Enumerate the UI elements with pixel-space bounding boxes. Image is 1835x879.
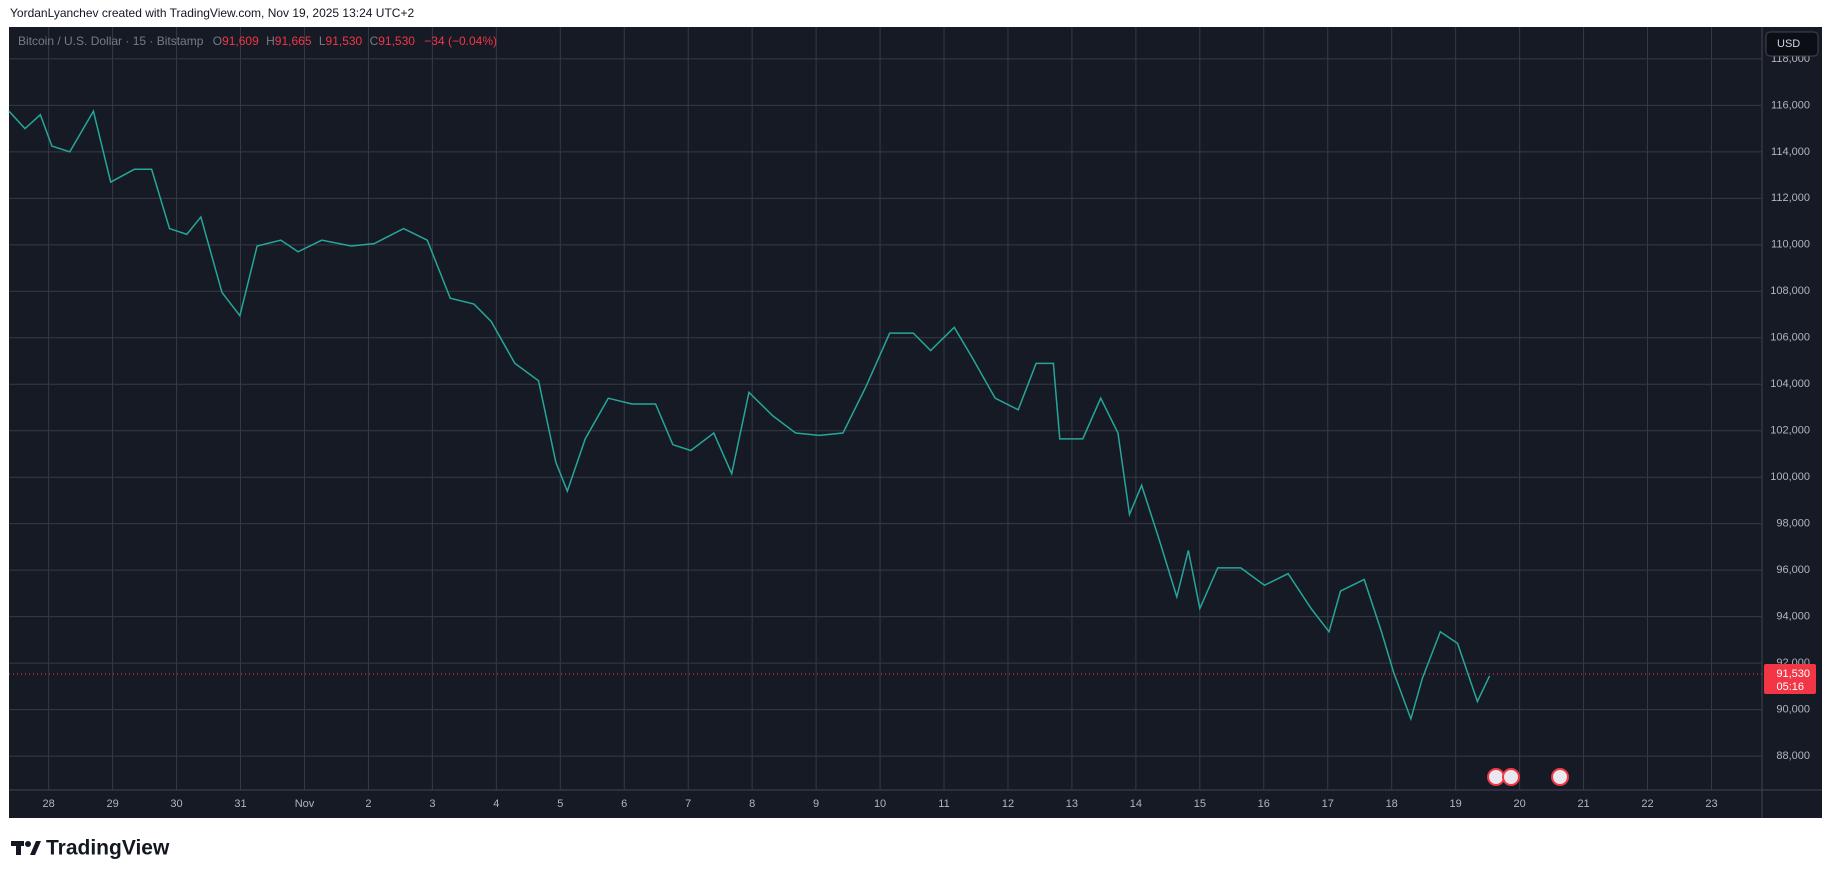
x-tick-label: 20 [1513, 798, 1525, 810]
x-tick-label: 16 [1258, 798, 1270, 810]
y-tick-label: 104,000 [1770, 378, 1810, 390]
legend-key: C [370, 34, 379, 48]
x-tick-label: 2 [365, 798, 371, 810]
legend-value: 91,609 [222, 34, 259, 48]
x-tick-label: 19 [1450, 798, 1462, 810]
y-tick-label: 88,000 [1776, 750, 1810, 762]
x-tick-label: 29 [106, 798, 118, 810]
y-tick-label: 90,000 [1776, 703, 1810, 715]
y-tick-label: 110,000 [1771, 239, 1810, 251]
event-icons[interactable] [1487, 768, 1569, 786]
legend-value: 91,530 [326, 34, 363, 48]
y-tick-label: 114,000 [1771, 146, 1810, 158]
y-tick-label: 94,000 [1776, 611, 1810, 623]
x-tick-label: 4 [493, 798, 499, 810]
x-tick-label: 11 [938, 798, 949, 810]
y-tick-label: 106,000 [1770, 332, 1810, 344]
x-tick-label: 17 [1322, 798, 1334, 810]
legend: Bitcoin / U.S. Dollar · 15 · Bitstamp O9… [18, 34, 497, 48]
x-tick-label: 3 [429, 798, 435, 810]
x-tick-label: 10 [874, 798, 886, 810]
x-tick-label: Nov [295, 798, 315, 810]
x-tick-label: 5 [557, 798, 563, 810]
x-tick-label: 8 [749, 798, 755, 810]
x-tick-label: 30 [170, 798, 182, 810]
legend-key: H [266, 34, 275, 48]
x-tick-label: 18 [1386, 798, 1398, 810]
last-price-label: 91,530 [1776, 668, 1810, 680]
y-tick-label: 98,000 [1776, 518, 1810, 530]
legend-value: 91,665 [275, 34, 312, 48]
y-tick-label: 116,000 [1771, 99, 1810, 111]
x-tick-label: 9 [813, 798, 819, 810]
x-tick-label: 6 [621, 798, 627, 810]
x-tick-label: 23 [1705, 798, 1717, 810]
x-tick-label: 12 [1002, 798, 1014, 810]
y-tick-label: 112,000 [1771, 192, 1810, 204]
legend-symbol: Bitcoin / U.S. Dollar · 15 · Bitstamp [18, 34, 204, 48]
currency[interactable]: USD [1777, 38, 1800, 50]
legend-key: O [213, 34, 222, 48]
legend-key: L [319, 34, 326, 48]
attribution: YordanLyanchev created with TradingView.… [10, 6, 414, 20]
y-tick-label: 100,000 [1770, 471, 1810, 483]
x-tick-label: 13 [1066, 798, 1078, 810]
y-tick-label: 96,000 [1776, 564, 1810, 576]
x-tick-label: 21 [1577, 798, 1589, 810]
legend-value: 91,530 [378, 34, 415, 48]
x-tick-label: 14 [1130, 798, 1142, 810]
x-tick-label: 22 [1641, 798, 1653, 810]
x-tick-label: 15 [1194, 798, 1206, 810]
chart-background [9, 27, 1822, 818]
legend-change: −34 (−0.04%) [424, 34, 497, 48]
logo: TradingView [46, 837, 170, 860]
price-line [8, 109, 1491, 722]
x-tick-label: 7 [685, 798, 691, 810]
x-tick-label: 31 [234, 798, 246, 810]
y-tick-label: 102,000 [1770, 425, 1810, 437]
y-tick-label: 108,000 [1770, 285, 1810, 297]
last-price-box [1764, 664, 1816, 695]
currency-button[interactable] [1765, 31, 1819, 57]
countdown: 05:16 [1776, 681, 1804, 693]
logo-mark [11, 841, 41, 855]
x-tick-label: 28 [43, 798, 55, 810]
